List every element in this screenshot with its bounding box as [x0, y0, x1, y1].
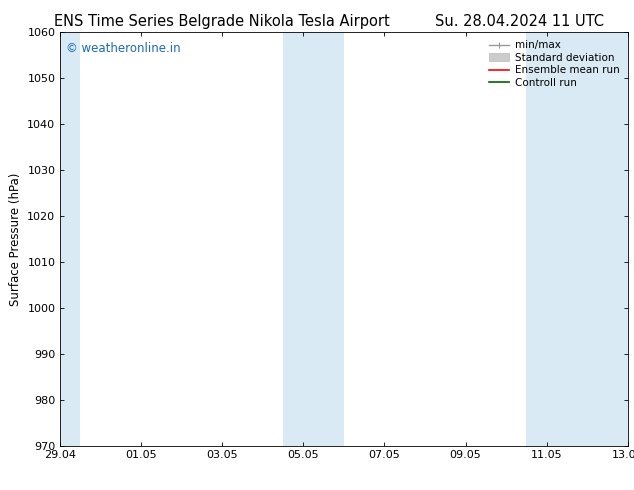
Bar [283, 32, 344, 446]
Text: Su. 28.04.2024 11 UTC: Su. 28.04.2024 11 UTC [436, 14, 604, 29]
Bar [526, 32, 567, 446]
Text: © weatheronline.in: © weatheronline.in [66, 42, 181, 55]
Legend: min/max, Standard deviation, Ensemble mean run, Controll run: min/max, Standard deviation, Ensemble me… [486, 37, 623, 91]
Text: ENS Time Series Belgrade Nikola Tesla Airport: ENS Time Series Belgrade Nikola Tesla Ai… [54, 14, 390, 29]
Bar [60, 32, 81, 446]
Y-axis label: Surface Pressure (hPa): Surface Pressure (hPa) [9, 172, 22, 306]
Bar [567, 32, 628, 446]
